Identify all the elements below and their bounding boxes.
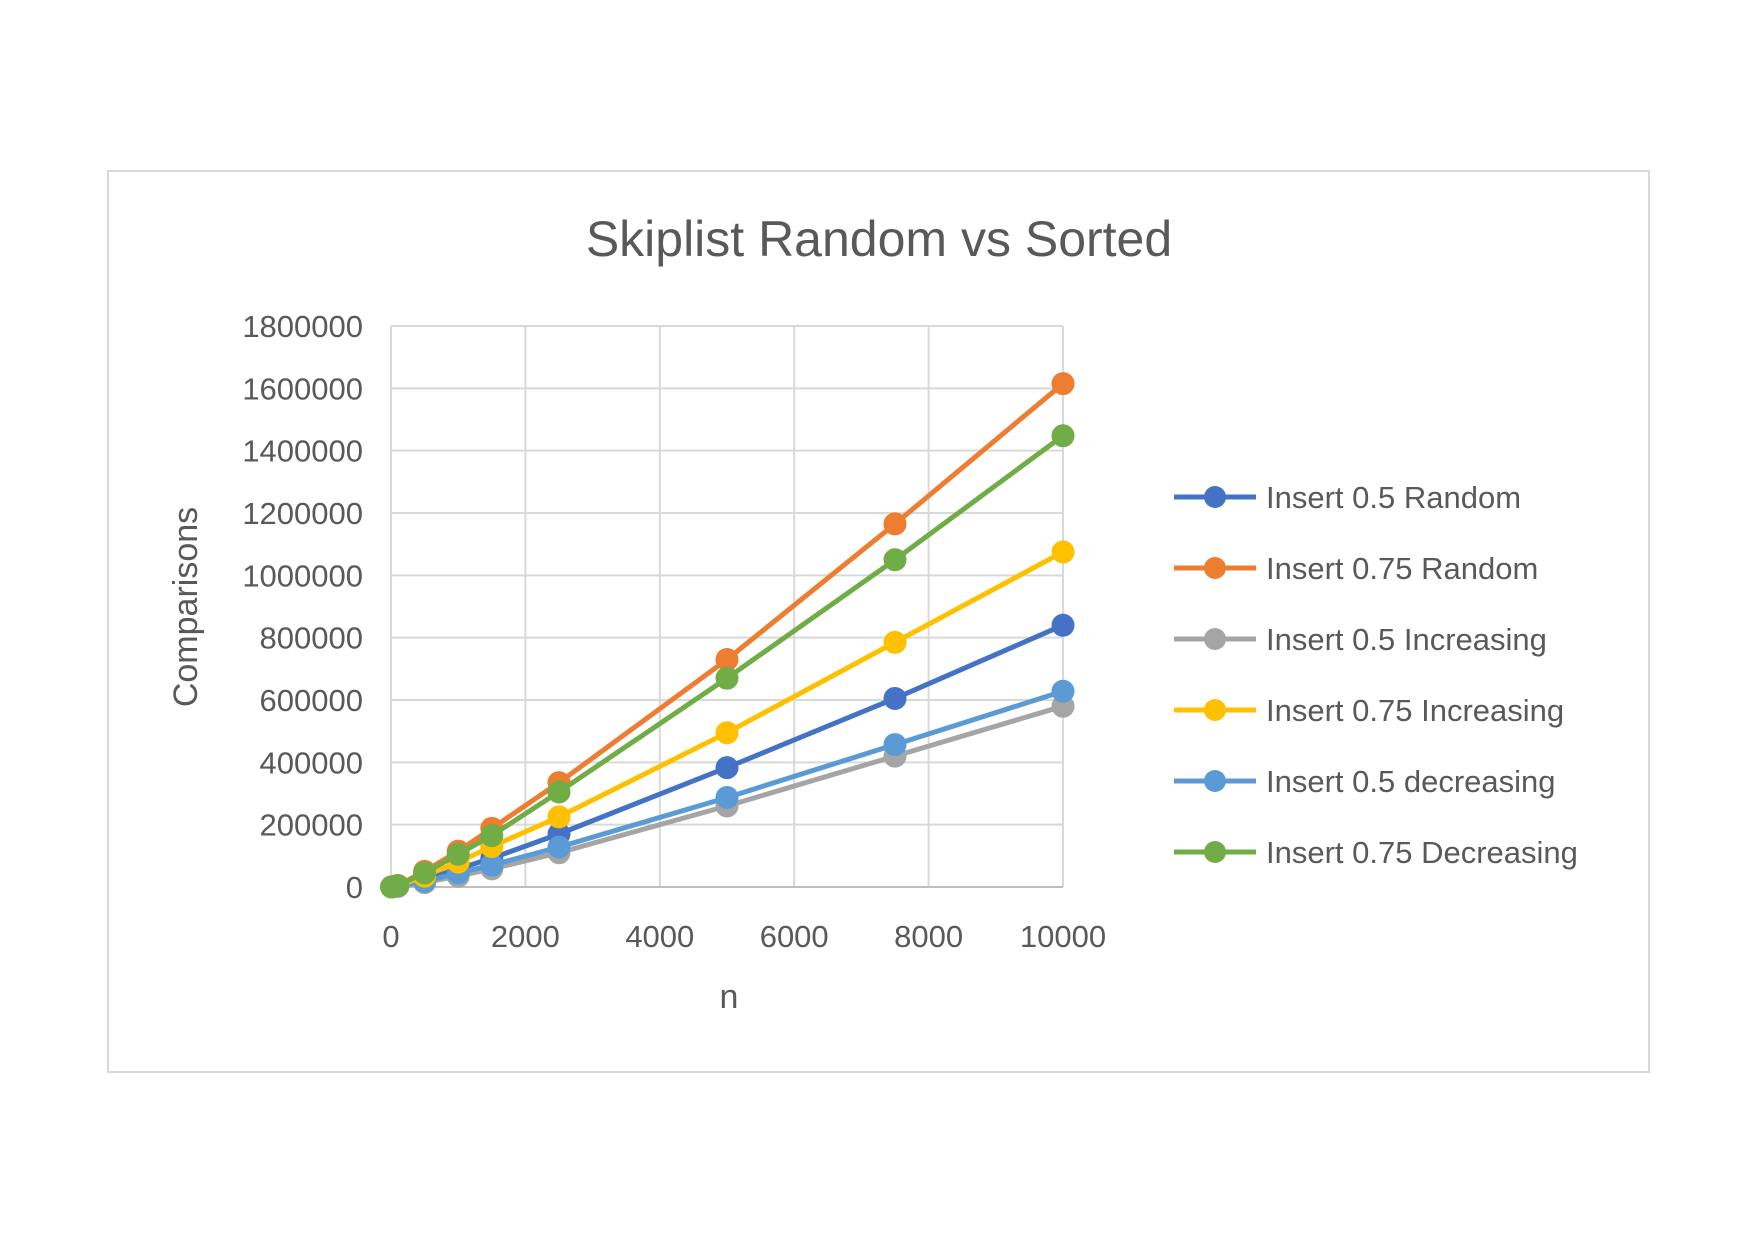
legend-swatch-marker — [1204, 486, 1226, 508]
y-axis-title: Comparisons — [167, 507, 205, 707]
y-tick-label: 1800000 — [242, 309, 363, 344]
data-point — [386, 874, 410, 898]
y-tick-label: 1400000 — [242, 434, 363, 469]
series-layer — [380, 372, 1075, 899]
chart-frame: Skiplist Random vs Sorted 0 200000 400000 6… — [107, 170, 1650, 1073]
data-point — [1051, 540, 1075, 564]
legend-item: Insert 0.75 Increasing — [1174, 693, 1564, 728]
x-tick-label: 2000 — [491, 919, 560, 954]
data-point — [715, 756, 739, 780]
axis-layer: 0 200000 400000 600000 800000 1000000 1200000 1… — [242, 309, 1106, 954]
legend-label: Insert 0.75 Increasing — [1266, 693, 1564, 728]
data-point — [446, 842, 470, 866]
data-point — [883, 512, 907, 536]
data-point — [480, 824, 504, 848]
data-point — [547, 805, 571, 829]
y-tick-label: 800000 — [260, 621, 363, 656]
data-point — [715, 721, 739, 745]
data-point — [715, 666, 739, 690]
legend-item: Insert 0.75 Random — [1174, 551, 1538, 586]
legend-label: Insert 0.5 Increasing — [1266, 622, 1547, 657]
legend-label: Insert 0.5 decreasing — [1266, 764, 1556, 799]
legend-item: Insert 0.5 decreasing — [1174, 764, 1556, 799]
x-tick-label: 6000 — [760, 919, 829, 954]
y-tick-label: 200000 — [260, 808, 363, 843]
legend-item: Insert 0.5 Increasing — [1174, 622, 1547, 657]
legend-swatch-marker — [1204, 557, 1226, 579]
data-point — [883, 686, 907, 710]
y-tick-label: 1600000 — [242, 371, 363, 406]
y-tick-label: 1200000 — [242, 496, 363, 531]
data-point — [413, 861, 437, 885]
data-point — [883, 733, 907, 757]
y-tick-label: 400000 — [260, 745, 363, 780]
data-point — [1051, 679, 1075, 703]
x-axis-title: n — [720, 978, 739, 1016]
x-tick-label: 8000 — [894, 919, 963, 954]
x-tick-label: 4000 — [625, 919, 694, 954]
data-point — [883, 630, 907, 654]
legend-swatch-marker — [1204, 770, 1226, 792]
x-tick-label: 0 — [382, 919, 399, 954]
data-point — [715, 786, 739, 810]
data-point — [883, 548, 907, 572]
legend-item: Insert 0.5 Random — [1174, 480, 1521, 515]
legend-label: Insert 0.5 Random — [1266, 480, 1521, 515]
legend-item: Insert 0.75 Decreasing — [1174, 835, 1578, 870]
legend: Insert 0.5 Random Insert 0.75 Random Inser… — [1174, 480, 1578, 870]
legend-swatch-marker — [1204, 841, 1226, 863]
chart-svg: Skiplist Random vs Sorted 0 200000 400000 6… — [167, 211, 1578, 1016]
series-4 — [380, 679, 1075, 899]
data-point — [547, 780, 571, 804]
data-point — [1051, 613, 1075, 637]
y-tick-label: 600000 — [260, 683, 363, 718]
legend-label: Insert 0.75 Random — [1266, 551, 1538, 586]
x-tick-label: 10000 — [1020, 919, 1106, 954]
data-point — [547, 835, 571, 859]
series-5 — [380, 424, 1075, 899]
legend-label: Insert 0.75 Decreasing — [1266, 835, 1578, 870]
data-point — [1051, 372, 1075, 396]
data-point — [1051, 424, 1075, 448]
legend-swatch-marker — [1204, 628, 1226, 650]
y-tick-label: 0 — [346, 870, 363, 905]
y-tick-label: 1000000 — [242, 558, 363, 593]
chart-title: Skiplist Random vs Sorted — [586, 211, 1172, 267]
legend-swatch-marker — [1204, 699, 1226, 721]
